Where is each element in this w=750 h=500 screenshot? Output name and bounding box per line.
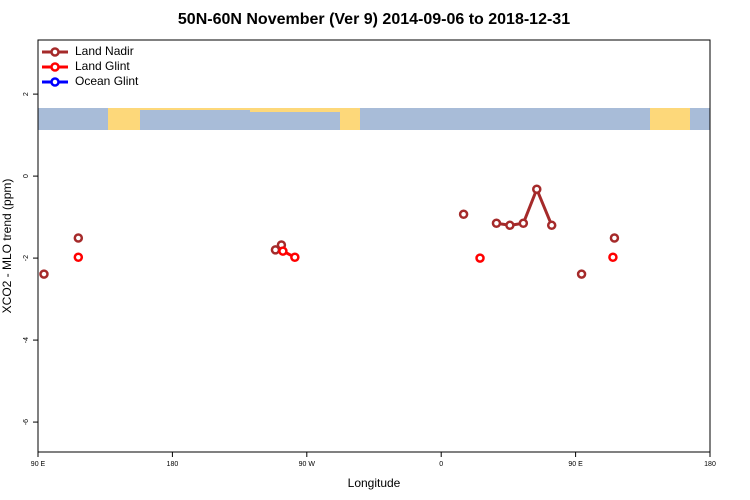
legend-marker	[50, 47, 60, 57]
y-tick-label: 0	[23, 174, 30, 178]
point	[505, 220, 515, 231]
point	[39, 269, 49, 279]
legend-label: Ocean Glint	[75, 74, 139, 88]
point	[290, 252, 300, 263]
point	[532, 184, 542, 194]
x-tick-label: 180	[704, 461, 716, 468]
y-tick-label: -6	[23, 419, 30, 425]
y-tick-label: -4	[23, 337, 30, 343]
x-tick-label: 180	[167, 461, 179, 468]
point	[491, 218, 502, 228]
y-tick-label: -2	[23, 255, 30, 261]
point	[458, 209, 469, 219]
point	[576, 269, 587, 279]
map-band	[38, 108, 710, 130]
point	[609, 233, 620, 243]
x-tick-label: 90 W	[299, 461, 316, 468]
point	[518, 218, 529, 228]
x-tick-label: 0	[439, 461, 443, 468]
point	[73, 252, 84, 263]
y-axis-label: XCO2 - MLO trend (ppm)	[0, 179, 14, 314]
point	[608, 252, 618, 263]
x-tick-label: 90 E	[31, 461, 46, 468]
point	[475, 253, 485, 263]
point	[278, 246, 288, 256]
chart-title: 50N-60N November (Ver 9) 2014-09-06 to 2…	[178, 11, 570, 28]
legend-marker	[50, 77, 60, 87]
point	[546, 220, 557, 231]
point	[73, 233, 84, 243]
plot-frame	[37, 39, 711, 453]
legend-label: Land Nadir	[75, 44, 134, 58]
legend-marker	[50, 62, 60, 72]
legend-label: Land Glint	[75, 59, 130, 73]
y-tick-label: 2	[23, 92, 30, 96]
x-tick-label: 90 E	[568, 461, 583, 468]
x-axis-label: Longitude	[348, 476, 401, 490]
